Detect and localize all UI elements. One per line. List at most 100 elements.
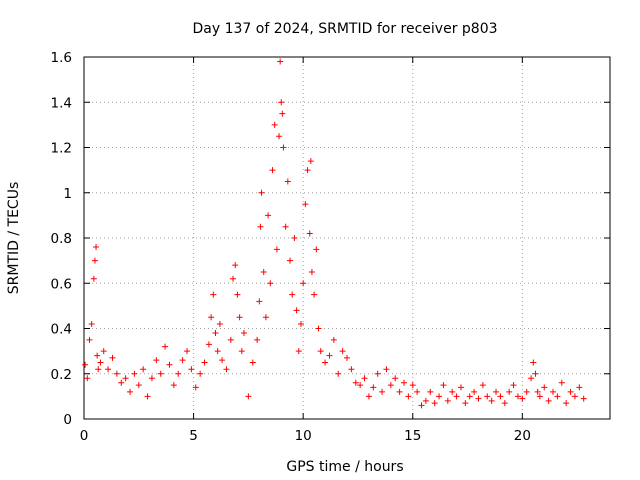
data-point <box>440 382 447 389</box>
y-tick-label: 0 <box>63 412 72 428</box>
data-point <box>262 314 269 321</box>
data-point <box>536 393 543 400</box>
data-point <box>276 133 283 140</box>
data-point <box>127 388 134 395</box>
data-point <box>497 393 504 400</box>
data-point <box>282 223 289 230</box>
data-point <box>184 348 191 355</box>
data-point <box>131 370 138 377</box>
data-point <box>308 268 315 275</box>
data-point <box>510 382 517 389</box>
data-point <box>240 330 247 337</box>
data-point <box>287 257 294 264</box>
data-point <box>214 348 221 355</box>
data-point <box>304 167 311 174</box>
data-point <box>326 352 333 359</box>
data-point <box>227 336 234 343</box>
data-point <box>236 314 243 321</box>
data-point <box>291 235 298 241</box>
data-point <box>254 336 261 343</box>
data-point <box>431 400 438 407</box>
x-tick-label: 15 <box>404 428 421 444</box>
data-point <box>576 384 583 391</box>
data-point <box>297 320 304 327</box>
data-point <box>88 320 95 327</box>
data-point <box>352 379 359 386</box>
data-point <box>162 343 169 350</box>
y-axis-label: SRMTID / TECUs <box>6 182 22 295</box>
y-tick-label: 1.6 <box>51 50 72 66</box>
data-point <box>418 402 425 409</box>
data-point <box>322 359 329 366</box>
y-tick-label: 0.8 <box>51 231 72 247</box>
data-point <box>105 366 112 373</box>
data-point <box>216 320 223 327</box>
data-series <box>82 58 587 409</box>
data-point <box>344 354 350 361</box>
data-point <box>400 379 407 386</box>
data-point <box>269 167 276 174</box>
data-point <box>379 388 386 395</box>
data-point <box>212 330 219 337</box>
data-point <box>501 400 508 407</box>
data-point <box>307 158 314 165</box>
data-point <box>234 291 241 298</box>
data-point <box>506 388 513 395</box>
data-point <box>466 393 473 400</box>
data-point <box>563 400 570 407</box>
x-axis-label: GPS time / hours <box>286 459 403 475</box>
data-point <box>278 99 285 106</box>
data-point <box>488 397 495 404</box>
data-point <box>289 291 296 298</box>
data-point <box>82 361 89 368</box>
data-point <box>530 359 537 366</box>
data-point <box>205 341 212 348</box>
grid-lines <box>84 57 610 419</box>
data-point <box>580 395 587 402</box>
data-point <box>166 361 173 368</box>
data-point <box>550 388 557 395</box>
axis-ticks: 0 0.2 0.4 0.6 0.8 1 1.2 1.4 1.6 0 5 10 15 20 <box>51 50 610 444</box>
data-point <box>471 388 478 395</box>
data-point <box>567 388 574 395</box>
data-point <box>453 393 460 400</box>
data-point <box>260 268 267 275</box>
data-point <box>91 257 98 264</box>
data-point <box>330 336 337 343</box>
data-point <box>122 375 129 382</box>
data-point <box>280 144 287 151</box>
data-point <box>335 370 342 377</box>
data-point <box>449 388 456 395</box>
y-tick-label: 1.4 <box>51 95 72 111</box>
y-tick-label: 1.2 <box>51 141 72 157</box>
plot-frame <box>83 56 611 420</box>
data-point <box>414 388 421 395</box>
data-point <box>534 388 541 395</box>
data-point <box>279 110 286 117</box>
data-point <box>554 393 561 400</box>
data-point <box>383 366 390 373</box>
data-point <box>267 280 274 287</box>
data-point <box>208 314 215 321</box>
data-point <box>315 325 322 332</box>
x-tick-label: 20 <box>514 428 531 444</box>
data-point <box>405 393 412 400</box>
data-point <box>311 291 318 298</box>
data-point <box>219 357 226 364</box>
data-point <box>245 393 252 400</box>
data-point <box>436 393 443 400</box>
data-point <box>230 275 237 282</box>
data-point <box>295 348 302 355</box>
data-point <box>170 382 177 389</box>
data-point <box>479 382 486 389</box>
data-point <box>457 384 464 391</box>
data-point <box>94 352 101 359</box>
data-point <box>339 348 346 355</box>
chart-title: Day 137 of 2024, SRMTID for receiver p80… <box>192 21 497 37</box>
data-point <box>558 379 565 386</box>
data-point <box>109 354 116 361</box>
data-point <box>396 388 403 395</box>
data-point <box>265 212 272 219</box>
data-point <box>93 244 100 251</box>
